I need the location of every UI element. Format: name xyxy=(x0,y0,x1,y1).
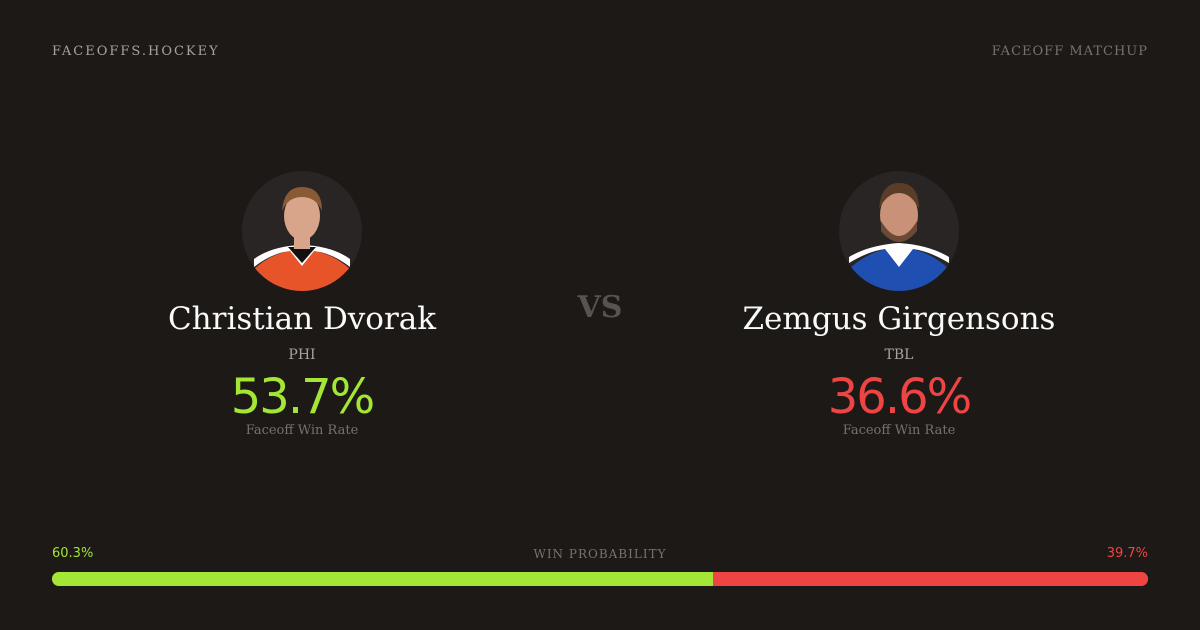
win-probability-bar-left xyxy=(52,572,713,586)
faceoff-win-rate-label: Faceoff Win Rate xyxy=(842,423,956,438)
player-photo xyxy=(839,171,959,291)
faceoff-win-rate: 36.6% xyxy=(827,369,972,425)
win-probability-bar-right xyxy=(712,572,1148,586)
player-team: PHI xyxy=(288,347,316,363)
player-photo xyxy=(242,171,362,291)
brand-logo: FACEOFFS.HOCKEY xyxy=(52,44,220,59)
win-probability-bar xyxy=(52,572,1148,586)
player-right: Zemgus Girgensons TBL 36.6% Faceoff Win … xyxy=(699,171,1099,438)
win-probability-right: 39.7% xyxy=(1106,546,1148,561)
win-probability-left: 60.3% xyxy=(52,546,94,561)
faceoff-win-rate: 53.7% xyxy=(230,369,375,425)
page-tag: FACEOFF MATCHUP xyxy=(991,44,1148,59)
win-probability-label: WIN PROBABILITY xyxy=(533,547,667,561)
player-team: TBL xyxy=(884,347,914,363)
player-left: Christian Dvorak PHI 53.7% Faceoff Win R… xyxy=(102,171,502,438)
player-name: Christian Dvorak xyxy=(167,301,437,337)
player-name: Zemgus Girgensons xyxy=(742,301,1056,337)
faceoff-win-rate-label: Faceoff Win Rate xyxy=(245,423,359,438)
vs-label: VS xyxy=(577,290,623,325)
